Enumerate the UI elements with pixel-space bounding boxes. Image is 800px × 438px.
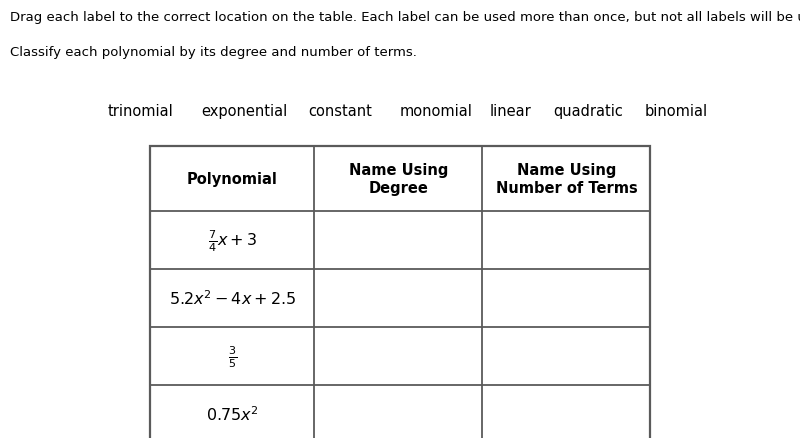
Text: $\frac{7}{4}x + 3$: $\frac{7}{4}x + 3$ [208,228,257,253]
Text: constant: constant [308,104,372,119]
Text: binomial: binomial [645,104,707,119]
Text: $\frac{3}{5}$: $\frac{3}{5}$ [228,343,237,369]
Text: quadratic: quadratic [553,104,623,119]
Text: Name Using
Number of Terms: Name Using Number of Terms [495,163,638,195]
Text: exponential: exponential [201,104,287,119]
Text: monomial: monomial [399,104,473,119]
Text: linear: linear [490,104,531,119]
Text: Classify each polynomial by its degree and number of terms.: Classify each polynomial by its degree a… [10,46,417,59]
Text: trinomial: trinomial [107,104,173,119]
Text: $5.2x^2 - 4x + 2.5$: $5.2x^2 - 4x + 2.5$ [169,289,296,307]
Text: Drag each label to the correct location on the table. Each label can be used mor: Drag each label to the correct location … [10,11,800,24]
Text: Polynomial: Polynomial [187,172,278,187]
Text: $0.75x^2$: $0.75x^2$ [206,405,258,423]
Bar [150,147,650,438]
Text: Name Using
Degree: Name Using Degree [349,163,448,195]
